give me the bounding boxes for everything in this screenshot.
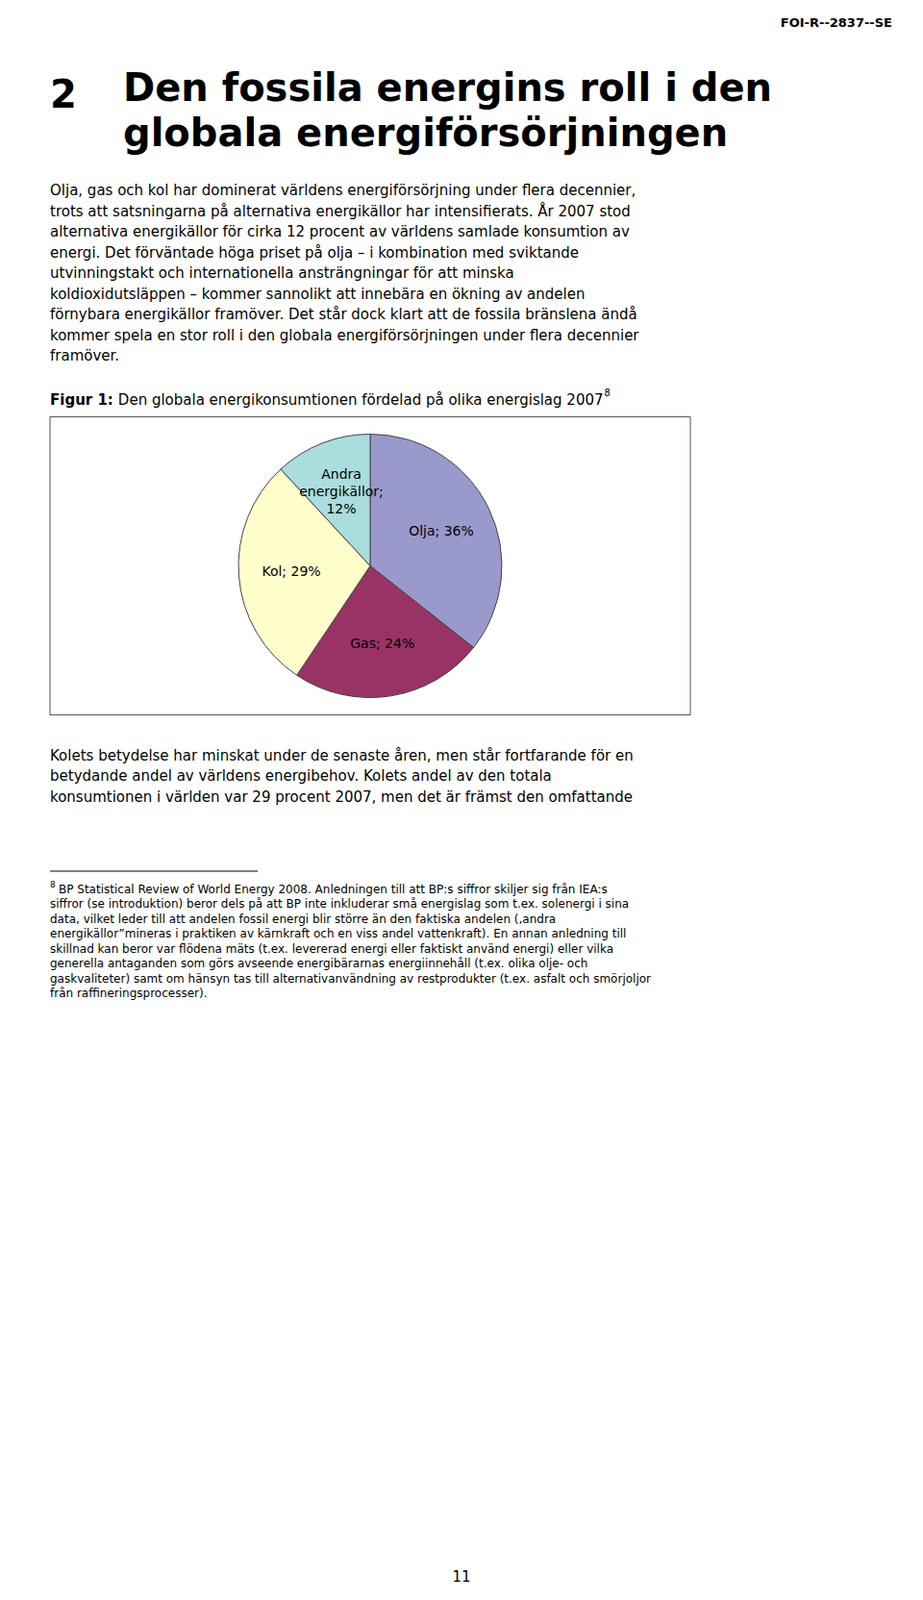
data-label: Olja; 36% bbox=[408, 523, 474, 539]
footnote-text: data, vilket leder till att andelen foss… bbox=[49, 912, 556, 926]
data-label-line: Andra bbox=[321, 466, 362, 482]
body-text: alternativa energikällor för cirka 12 pr… bbox=[49, 223, 630, 241]
body-text: betydande andel av världens energibehov.… bbox=[49, 767, 552, 785]
body-text: energi. Det förväntade höga priset på ol… bbox=[49, 244, 579, 262]
data-label: Kol; 29% bbox=[261, 563, 321, 579]
pie-slice bbox=[280, 434, 371, 567]
footnote-rule bbox=[49, 871, 258, 873]
footnote-text: från raffineringsprocesser). bbox=[49, 986, 207, 1000]
footnote-text: energikällor”mineras i praktiken av kärn… bbox=[49, 926, 626, 941]
footnote-text: BP Statistical Review of World Energy 20… bbox=[58, 882, 608, 897]
body-text: kommer spela en stor roll i den globala … bbox=[49, 326, 640, 345]
chapter-title: globala energiförsörjningen bbox=[123, 110, 728, 155]
footnote-text: siffror (se introduktion) beror dels på … bbox=[49, 897, 629, 911]
footnote-text: gaskvaliteter) samt om hänsyn tas till a… bbox=[49, 972, 651, 986]
data-label: Gas; 24% bbox=[349, 635, 415, 651]
page-number: 11 bbox=[451, 1568, 471, 1586]
body-text: Olja, gas och kol har dominerat världens… bbox=[49, 181, 636, 200]
body-text: framöver. bbox=[49, 347, 120, 365]
page: FOI-R--2837--SE 2 Den fossila energins rol… bbox=[0, 0, 923, 1600]
body-text: utvinningstakt och internationella anstr… bbox=[49, 264, 515, 282]
body-text: Kolets betydelse har minskat under de se… bbox=[49, 747, 634, 765]
figure-caption: Figur 1:Den globala energikonsumtionen f… bbox=[49, 387, 611, 409]
body-text: förnybara energikällor framöver. Det stå… bbox=[49, 305, 638, 324]
footnote-text: skillnad kan beror var flödena mäts (t.e… bbox=[49, 942, 614, 956]
body-text: trots att satsningarna på alternativa en… bbox=[49, 201, 631, 221]
footnote-text: generella antaganden som görs avseende e… bbox=[49, 956, 588, 971]
figure-frame bbox=[49, 417, 691, 716]
footnote-mark: 8 bbox=[49, 879, 56, 890]
body-text: koldioxidutsläppen – kommer sannolikt at… bbox=[49, 285, 585, 303]
data-label-line: energikällor; bbox=[299, 483, 384, 499]
caption-note: 8 bbox=[604, 387, 611, 399]
chapter-number: 2 bbox=[49, 72, 77, 117]
data-label-line: 12% bbox=[325, 500, 356, 517]
caption-label: Figur 1: bbox=[49, 391, 114, 409]
body-text: konsumtionen i världen var 29 procent 20… bbox=[49, 788, 633, 806]
data-label: Andraenergikällor;12% bbox=[299, 466, 384, 517]
pie bbox=[238, 434, 502, 699]
pie-labels: Olja; 36% Gas; 24% Kol; 29% Andraenergikäll… bbox=[261, 466, 474, 651]
header: FOI-R--2837--SE bbox=[780, 15, 893, 30]
caption-text: Den globala energikonsumtionen fördelad … bbox=[118, 391, 604, 409]
chapter-title: Den fossila energins roll i den bbox=[123, 65, 773, 110]
